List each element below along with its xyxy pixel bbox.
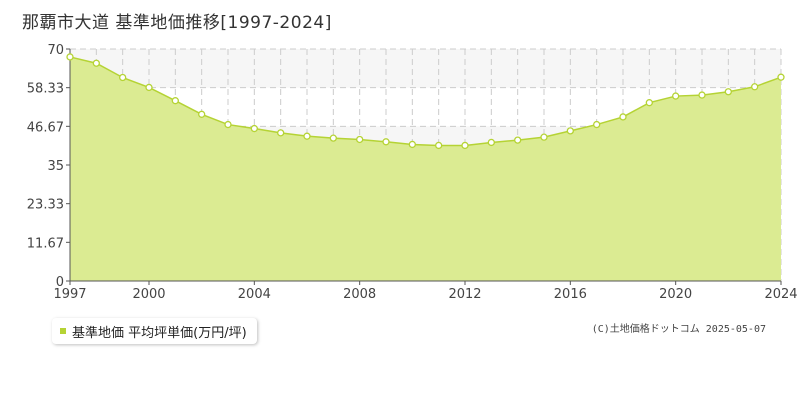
x-tick-label: 2024: [764, 287, 797, 302]
points-layer: [66, 53, 785, 150]
data-point: [329, 134, 337, 142]
data-point: [171, 97, 179, 105]
x-tick-label: 2016: [554, 287, 587, 302]
data-point: [382, 138, 390, 146]
data-point: [645, 99, 653, 107]
x-tick-label: 1997: [53, 287, 86, 302]
data-point: [356, 135, 364, 144]
tick-layer: 0 11.67 23.33 35 46.67 58.33 70 1997 2000 2004 200…: [27, 43, 798, 302]
data-point: [593, 120, 601, 129]
x-tick-label: 2004: [238, 287, 271, 302]
legend-label: 基準地価 平均坪単価(万円/坪): [72, 325, 247, 341]
y-tick-label: 70: [47, 43, 64, 58]
legend-swatch: [60, 328, 66, 334]
data-point: [619, 113, 627, 121]
data-point: [461, 141, 469, 150]
data-point: [92, 59, 100, 67]
data-point: [566, 127, 574, 135]
series-area: [70, 56, 781, 282]
data-point: [724, 88, 732, 96]
data-point: [277, 129, 285, 137]
data-point: [224, 120, 232, 129]
data-point: [198, 110, 206, 118]
x-tick-label: 2000: [132, 287, 165, 302]
grid-band: [70, 49, 781, 88]
series-line: [69, 56, 782, 147]
x-tick-label: 2012: [448, 287, 481, 302]
y-tick-label: 11.67: [27, 236, 64, 251]
data-point: [777, 73, 785, 81]
data-point: [119, 73, 127, 82]
y-tick-label: 23.33: [27, 198, 64, 213]
y-tick-label: 58.33: [27, 82, 64, 97]
data-point: [540, 133, 548, 141]
x-tick-label: 2008: [343, 287, 376, 302]
data-point: [303, 132, 311, 140]
data-point: [751, 83, 759, 91]
data-point: [435, 141, 443, 150]
y-tick-label: 46.67: [27, 120, 64, 135]
area-layer: [69, 56, 782, 282]
data-point: [698, 91, 706, 99]
y-tick-label: 35: [47, 159, 64, 174]
data-point: [250, 124, 258, 133]
y-tick-label: 0: [56, 275, 64, 290]
data-point: [408, 140, 416, 149]
chart-title: 那覇市大道 基準地価推移[1997-2024]: [22, 13, 332, 33]
legend: 基準地価 平均坪単価(万円/坪): [52, 318, 257, 344]
copyright-credit: (C)土地価格ドットコム 2025-05-07: [591, 324, 766, 335]
x-tick-label: 2020: [659, 287, 692, 302]
data-point: [672, 92, 680, 100]
data-point: [145, 83, 153, 92]
data-point: [487, 138, 495, 147]
data-point: [66, 53, 74, 61]
data-point: [514, 136, 522, 144]
